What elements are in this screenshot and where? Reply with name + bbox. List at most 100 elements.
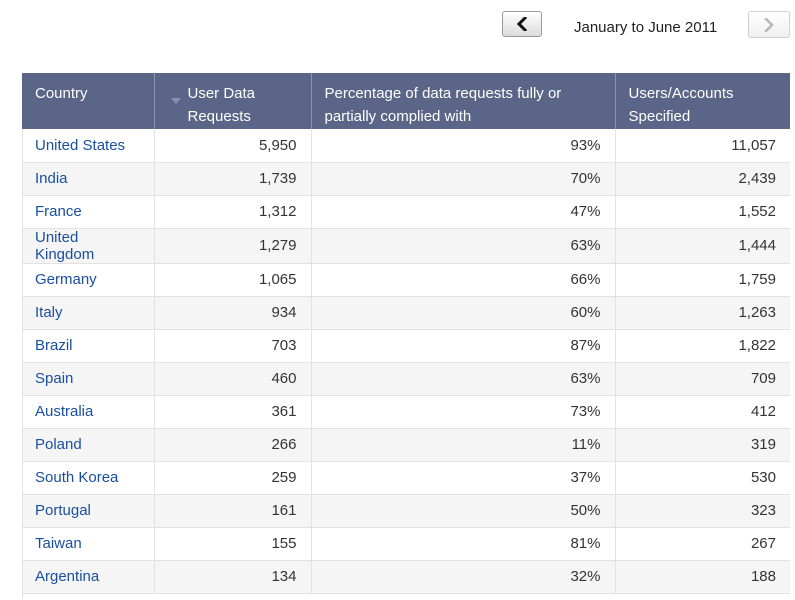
- period-label: January to June 2011: [574, 19, 718, 36]
- table-body: United States 5,950 93% 11,057 India 1,739 70%…: [22, 129, 790, 594]
- percentage-cell: 73%: [311, 395, 616, 429]
- country-link[interactable]: India: [35, 170, 68, 187]
- table-row: France 1,312 47% 1,552: [22, 195, 790, 229]
- country-link[interactable]: Taiwan: [35, 535, 82, 552]
- users-cell: 2,439: [615, 162, 790, 196]
- table-row: Brazil 703 87% 1,822: [22, 329, 790, 363]
- country-link[interactable]: Germany: [35, 271, 97, 288]
- users-cell: 412: [615, 395, 790, 429]
- country-link[interactable]: United Kingdom: [35, 228, 95, 263]
- chevron-left-icon: [516, 17, 528, 31]
- table-row: Italy 934 60% 1,263: [22, 296, 790, 330]
- users-cell: 1,552: [615, 195, 790, 229]
- column-header-label: Country: [35, 85, 88, 102]
- country-cell: United States: [22, 129, 155, 163]
- requests-cell: 1,279: [154, 228, 312, 264]
- next-period-button[interactable]: [748, 11, 790, 38]
- table-row: Australia 361 73% 412: [22, 395, 790, 429]
- country-cell: Brazil: [22, 329, 155, 363]
- users-cell: 530: [615, 461, 790, 495]
- country-cell: Germany: [22, 263, 155, 297]
- column-header-label: User Data Requests: [187, 85, 256, 125]
- percentage-cell: 93%: [311, 129, 616, 163]
- percentage-cell: 81%: [311, 527, 616, 561]
- percentage-cell: 63%: [311, 228, 616, 264]
- percentage-cell: 66%: [311, 263, 616, 297]
- users-cell: 1,822: [615, 329, 790, 363]
- country-cell: Argentina: [22, 560, 155, 594]
- country-cell: France: [22, 195, 155, 229]
- country-link[interactable]: Australia: [35, 403, 94, 420]
- country-cell: South Korea: [22, 461, 155, 495]
- chevron-right-icon: [764, 17, 774, 32]
- country-cell: Taiwan: [22, 527, 155, 561]
- column-header-country[interactable]: Country: [22, 73, 155, 129]
- users-cell: 709: [615, 362, 790, 396]
- requests-cell: 5,950: [154, 129, 312, 163]
- table-row: Germany 1,065 66% 1,759: [22, 263, 790, 297]
- requests-cell: 361: [154, 395, 312, 429]
- requests-cell: 1,739: [154, 162, 312, 196]
- requests-cell: 155: [154, 527, 312, 561]
- country-link[interactable]: Portugal: [35, 502, 91, 519]
- table-row: Argentina 134 32% 188: [22, 560, 790, 594]
- requests-cell: 266: [154, 428, 312, 462]
- country-link[interactable]: South Korea: [35, 469, 119, 486]
- percentage-cell: 11%: [311, 428, 616, 462]
- table-row: Poland 266 11% 319: [22, 428, 790, 462]
- users-cell: 1,444: [615, 228, 790, 264]
- table-border: [22, 129, 23, 600]
- users-cell: 323: [615, 494, 790, 528]
- percentage-cell: 32%: [311, 560, 616, 594]
- country-cell: United Kingdom: [22, 228, 155, 264]
- requests-cell: 1,065: [154, 263, 312, 297]
- users-cell: 11,057: [615, 129, 790, 163]
- users-cell: 1,263: [615, 296, 790, 330]
- column-header-users[interactable]: Users/Accounts Specified: [615, 73, 790, 129]
- country-cell: Poland: [22, 428, 155, 462]
- country-link[interactable]: France: [35, 203, 82, 220]
- country-cell: Spain: [22, 362, 155, 396]
- table-row: South Korea 259 37% 530: [22, 461, 790, 495]
- previous-period-button[interactable]: [502, 11, 542, 37]
- table-header-row: Country User Data Requests Percentage of…: [22, 73, 790, 129]
- requests-cell: 161: [154, 494, 312, 528]
- table-row: United States 5,950 93% 11,057: [22, 129, 790, 163]
- column-header-label: Percentage of data requests fully or par…: [324, 85, 562, 125]
- percentage-cell: 60%: [311, 296, 616, 330]
- percentage-cell: 50%: [311, 494, 616, 528]
- sort-down-arrow-icon: [170, 98, 181, 104]
- percentage-cell: 63%: [311, 362, 616, 396]
- table-row: Spain 460 63% 709: [22, 362, 790, 396]
- table-row: India 1,739 70% 2,439: [22, 162, 790, 196]
- column-header-requests[interactable]: User Data Requests: [154, 73, 312, 129]
- country-cell: Italy: [22, 296, 155, 330]
- country-link[interactable]: Argentina: [35, 568, 100, 585]
- users-cell: 188: [615, 560, 790, 594]
- table-row: United Kingdom 1,279 63% 1,444: [22, 228, 790, 264]
- requests-cell: 703: [154, 329, 312, 363]
- country-link[interactable]: United States: [35, 136, 126, 154]
- data-requests-table: Country User Data Requests Percentage of…: [22, 73, 790, 594]
- country-link[interactable]: Spain: [35, 370, 74, 387]
- table-row: Taiwan 155 81% 267: [22, 527, 790, 561]
- country-cell: India: [22, 162, 155, 196]
- percentage-cell: 37%: [311, 461, 616, 495]
- users-cell: 1,759: [615, 263, 790, 297]
- percentage-cell: 70%: [311, 162, 616, 196]
- country-link[interactable]: Poland: [35, 436, 82, 453]
- country-cell: Australia: [22, 395, 155, 429]
- country-link[interactable]: Italy: [35, 304, 63, 321]
- column-header-percentage[interactable]: Percentage of data requests fully or par…: [311, 73, 616, 129]
- requests-cell: 259: [154, 461, 312, 495]
- table-row: Portugal 161 50% 323: [22, 494, 790, 528]
- requests-cell: 934: [154, 296, 312, 330]
- requests-cell: 1,312: [154, 195, 312, 229]
- users-cell: 319: [615, 428, 790, 462]
- requests-cell: 134: [154, 560, 312, 594]
- country-link[interactable]: Brazil: [35, 337, 73, 354]
- country-cell: Portugal: [22, 494, 155, 528]
- column-header-label: Users/Accounts Specified: [628, 85, 734, 125]
- percentage-cell: 87%: [311, 329, 616, 363]
- percentage-cell: 47%: [311, 195, 616, 229]
